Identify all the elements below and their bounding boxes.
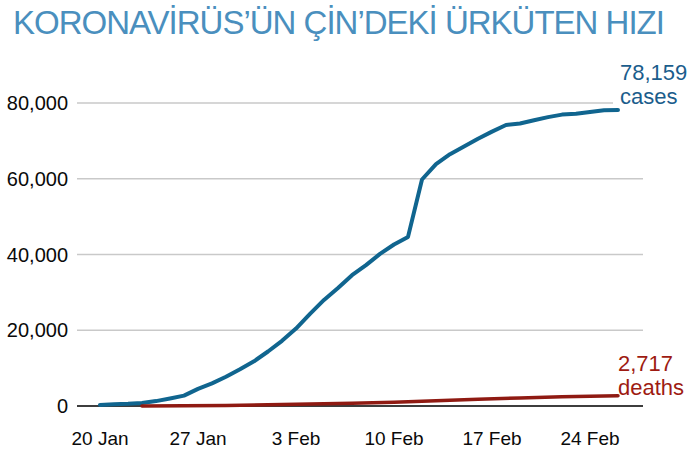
annotation-cases-label: cases xyxy=(620,85,687,109)
x-tick-label-20-Jan: 20 Jan xyxy=(55,429,145,449)
annotation-deaths: 2,717deaths xyxy=(618,352,684,400)
x-tick-label-3-Feb: 3 Feb xyxy=(251,429,341,449)
covid-china-chart: KORONAVİRÜS’ÜN ÇİN’DEKİ ÜRKÜTEN HIZI 020… xyxy=(0,0,700,464)
line-chart-plot-area xyxy=(0,0,700,464)
series-line-deaths xyxy=(142,396,618,406)
y-tick-label-20,000: 20,000 xyxy=(0,319,68,341)
y-tick-label-80,000: 80,000 xyxy=(0,92,68,114)
x-tick-label-17-Feb: 17 Feb xyxy=(447,429,537,449)
y-tick-label-60,000: 60,000 xyxy=(0,168,68,190)
annotation-deaths-label: deaths xyxy=(618,376,684,400)
annotation-cases-value: 78,159 xyxy=(620,61,687,85)
x-tick-label-10-Feb: 10 Feb xyxy=(349,429,439,449)
x-tick-label-27-Jan: 27 Jan xyxy=(153,429,243,449)
annotation-deaths-value: 2,717 xyxy=(618,352,684,376)
x-tick-label-24-Feb: 24 Feb xyxy=(545,429,635,449)
series-line-cases xyxy=(100,110,618,405)
annotation-cases: 78,159cases xyxy=(620,61,687,109)
y-tick-label-0: 0 xyxy=(0,395,68,417)
y-tick-label-40,000: 40,000 xyxy=(0,244,68,266)
